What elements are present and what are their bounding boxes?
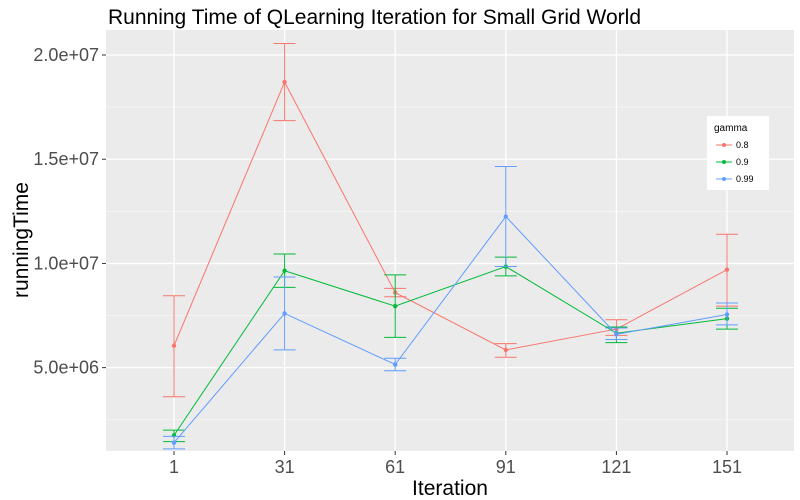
x-tick-label: 91 [496, 457, 516, 477]
x-axis-title: Iteration [412, 477, 488, 500]
y-tick-label: 2.0e+07 [33, 45, 99, 65]
data-point [171, 440, 177, 445]
legend-background [707, 116, 769, 190]
x-tick-label: 31 [275, 457, 295, 477]
data-point [503, 214, 508, 219]
data-point [282, 79, 287, 85]
data-point [724, 312, 730, 317]
data-point [393, 362, 398, 367]
data-point [282, 268, 287, 273]
data-point [171, 343, 177, 348]
y-axis: 5.0e+06 1.0e+07 1.5e+07 2.0e+07 [33, 45, 106, 378]
x-tick-label: 1 [169, 457, 179, 477]
grid-minor [106, 106, 794, 421]
data-point [282, 311, 287, 316]
y-tick-label: 1.5e+07 [33, 149, 99, 169]
x-tick-label: 121 [601, 457, 631, 477]
y-axis-title: runningTime [10, 182, 33, 298]
y-tick-label: 5.0e+06 [33, 358, 99, 378]
series-line [173, 80, 728, 351]
legend-key-point [722, 177, 726, 181]
chart-title: Running Time of QLearning Iteration for … [108, 6, 641, 29]
x-tick-label: 151 [712, 457, 742, 477]
data-point [393, 303, 398, 309]
data-point [614, 332, 619, 337]
legend-label: 0.99 [736, 174, 754, 184]
legend-label: 0.9 [736, 157, 749, 167]
legend-item: 0.99 [716, 174, 754, 184]
legend-item: 0.9 [716, 157, 749, 167]
x-tick-label: 61 [385, 457, 405, 477]
legend: gamma 0.8 0.9 0.99 [707, 116, 769, 190]
x-axis: 1 31 61 91 121 151 [169, 451, 742, 477]
series-0.99 [163, 166, 738, 450]
series-line [173, 215, 728, 443]
legend-title: gamma [714, 123, 748, 134]
plot-panel [106, 30, 794, 451]
data-point [724, 267, 730, 272]
data-point [503, 347, 508, 353]
legend-key-point [722, 143, 726, 147]
legend-label: 0.8 [736, 140, 749, 150]
legend-items: 0.8 0.9 0.99 [716, 140, 754, 184]
legend-item: 0.8 [716, 140, 749, 150]
series-layer [163, 43, 738, 450]
legend-key-point [722, 160, 726, 164]
y-tick-label: 1.0e+07 [33, 253, 99, 273]
